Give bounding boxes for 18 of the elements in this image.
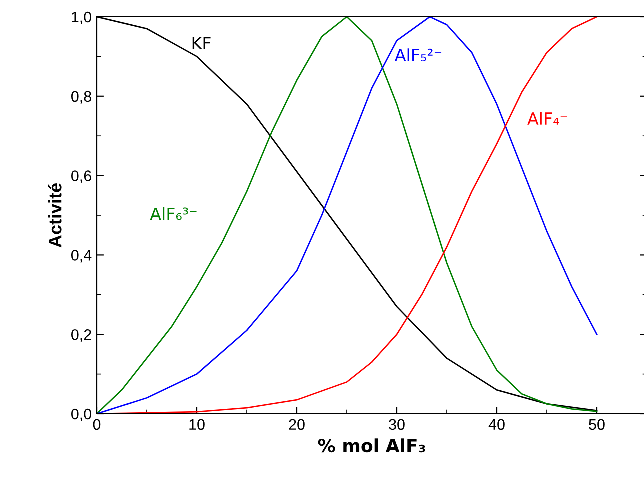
series-label: AlF₆³⁻ [150,207,197,220]
series-label: KF [192,37,211,50]
y-axis-title: Activité [48,184,62,248]
x-tick-label: 0 [93,419,101,430]
series-label: AlF₄⁻ [528,112,568,125]
x-tick-label: 20 [289,419,305,430]
y-tick-label: 0,2 [72,329,92,342]
y-tick-label: 0,6 [72,170,92,184]
x-tick-label: 40 [488,419,505,430]
x-tick-label: 10 [190,419,205,430]
y-tick-label: 0,8 [72,91,92,104]
y-tick-label: 0,0 [72,408,92,422]
y-tick-label: 1,0 [72,12,92,24]
series-label: AlF₅²⁻ [394,48,442,62]
y-tick-label: 0,4 [72,250,92,263]
x-tick-label: 50 [589,419,605,430]
x-tick-label: 30 [389,419,405,430]
x-axis-title: % mol AlF₃ [318,438,426,453]
